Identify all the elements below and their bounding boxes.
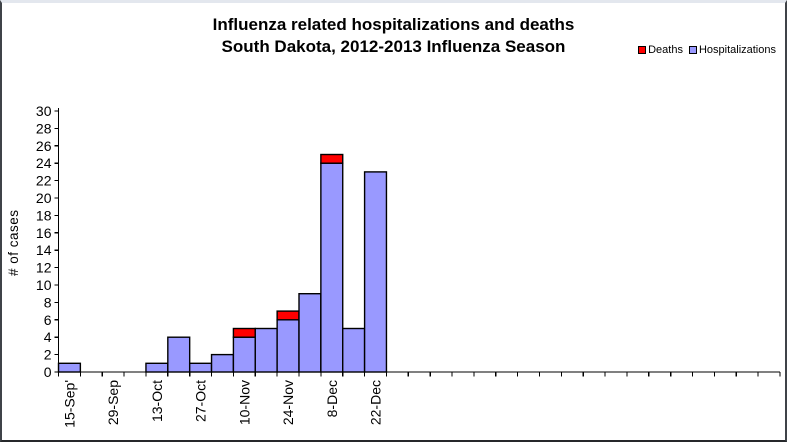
deaths-bar xyxy=(232,327,256,338)
y-tick-label: 0 xyxy=(44,364,52,380)
hospitalizations-bar xyxy=(342,327,366,373)
y-tick-label: 16 xyxy=(36,225,52,241)
x-tick-label: 27-Oct xyxy=(193,380,209,422)
deaths-bar xyxy=(276,310,300,321)
x-tick-label: 13-Oct xyxy=(149,380,165,422)
y-tick-label: 18 xyxy=(36,207,52,223)
deaths-swatch-icon xyxy=(638,46,647,54)
y-tick-label: 10 xyxy=(36,277,52,293)
x-tick-label: 15-Sep' xyxy=(61,380,77,428)
hospitalizations-bar xyxy=(188,362,213,373)
y-tick-label: 20 xyxy=(36,190,52,206)
y-tick-label: 4 xyxy=(44,329,52,345)
y-tick-label: 6 xyxy=(44,312,52,328)
x-tick-label: 29-Sep xyxy=(105,380,121,425)
y-tick-label: 26 xyxy=(36,138,52,154)
y-tick-label: 12 xyxy=(36,260,52,276)
y-tick-label: 24 xyxy=(36,155,52,171)
hospitalizations-bar xyxy=(298,293,322,373)
legend-label-deaths: Deaths xyxy=(648,44,683,56)
hospitalizations-bar xyxy=(167,336,191,373)
y-tick-label: 30 xyxy=(36,103,52,119)
legend-label-hospitalizations: Hospitalizations xyxy=(698,44,776,56)
y-tick-label: 8 xyxy=(44,294,52,310)
y-tick-label: 2 xyxy=(44,347,52,363)
legend-item-hospitalizations: Hospitalizations xyxy=(688,44,776,56)
chart-title: Influenza related hospitalizations and d… xyxy=(2,14,785,58)
hospitalizations-bar xyxy=(232,336,256,373)
hospitalizations-bar xyxy=(57,362,82,373)
y-tick-label: 28 xyxy=(36,120,52,136)
y-tick-label: 14 xyxy=(36,242,52,258)
hospitalizations-bar xyxy=(276,319,300,373)
x-tick-label: 22-Dec xyxy=(368,380,384,425)
legend-item-deaths: Deaths xyxy=(638,44,683,56)
hospitalizations-bar xyxy=(254,327,278,373)
x-tick-label: 8-Dec xyxy=(324,380,340,417)
x-tick-label: 24-Nov xyxy=(280,380,296,425)
chart-title-line-2: South Dakota, 2012-2013 Influenza Season xyxy=(221,37,566,56)
chart-title-line-1: Influenza related hospitalizations and d… xyxy=(212,15,575,34)
hospitalizations-bar xyxy=(145,362,169,373)
legend: Deaths Hospitalizations xyxy=(638,44,776,56)
deaths-bar xyxy=(320,153,344,164)
hospitalizations-bar xyxy=(363,171,388,373)
hospitalizations-bar xyxy=(320,162,344,373)
hospitalizations-swatch-icon xyxy=(688,46,697,54)
y-tick-label: 22 xyxy=(36,173,52,189)
x-tick-label: 10-Nov xyxy=(236,380,252,425)
hospitalizations-bar xyxy=(210,353,235,373)
